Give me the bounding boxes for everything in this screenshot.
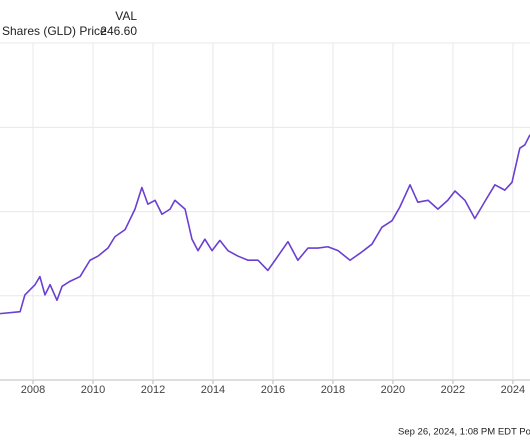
x-tick-label: 2020 (381, 384, 405, 396)
x-tick-label: 2010 (81, 384, 105, 396)
footer: Sep 26, 2024, 1:08 PM EDT Powered by (398, 427, 530, 438)
value-header: VAL (115, 9, 137, 23)
x-tick-label: 2008 (21, 384, 45, 396)
x-tick-label: 2024 (501, 384, 525, 396)
last-value: 246.60 (100, 24, 137, 38)
price-line (0, 134, 530, 315)
legend-label: Shares (GLD) Price (2, 24, 107, 38)
x-tick-label: 2014 (201, 384, 225, 396)
x-tick-label: 2022 (441, 384, 465, 396)
x-tick-label: 2016 (261, 384, 285, 396)
x-tick-label: 2018 (321, 384, 345, 396)
x-tick-label: 2012 (141, 384, 165, 396)
